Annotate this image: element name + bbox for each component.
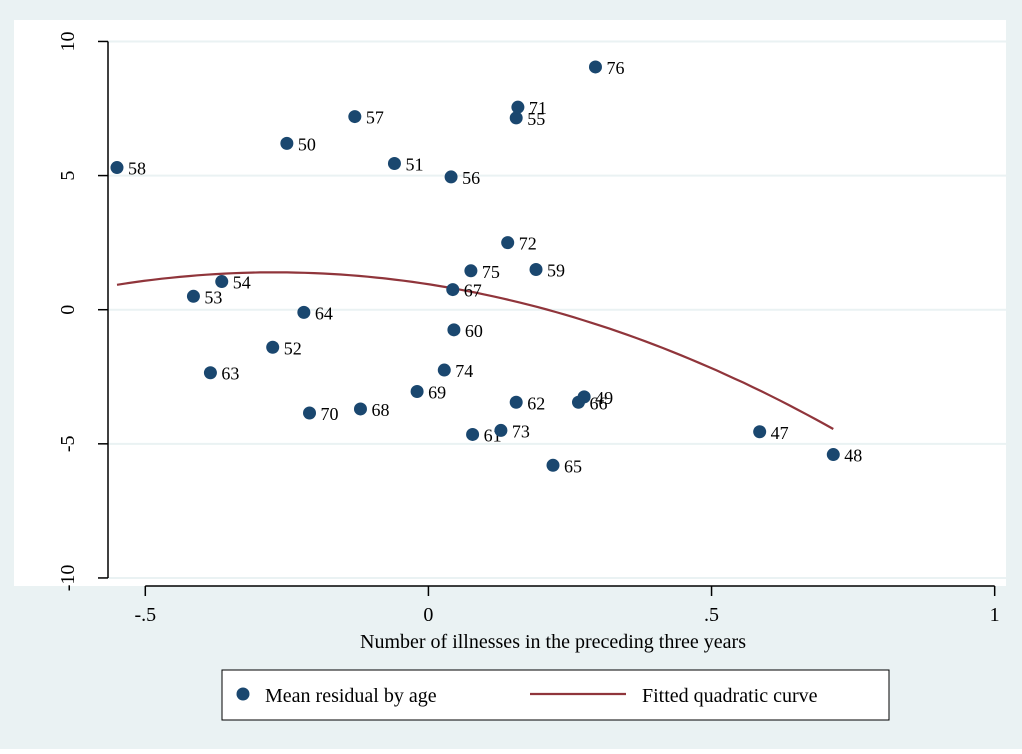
legend: Mean residual by age Fitted quadratic cur… — [221, 669, 890, 721]
scatter-point — [466, 427, 480, 441]
scatter-point — [494, 423, 508, 437]
point-label: 69 — [428, 383, 446, 403]
point-label: 75 — [482, 262, 500, 282]
scatter-point — [529, 262, 543, 276]
scatter-point — [446, 283, 460, 297]
x-axis-label: Number of illnesses in the preceding thr… — [360, 631, 746, 653]
point-label: 68 — [371, 400, 389, 420]
scatter-point — [826, 448, 840, 462]
scatter-point — [110, 161, 124, 175]
point-label: 64 — [315, 303, 333, 323]
x-tick-label: .5 — [704, 604, 719, 626]
legend-box — [221, 669, 890, 721]
point-label: 66 — [589, 393, 607, 413]
scatter-point — [215, 275, 229, 289]
scatter-point — [464, 264, 478, 278]
point-label: 47 — [771, 423, 789, 443]
y-tick-label: 5 — [57, 171, 79, 181]
point-label: 55 — [527, 109, 545, 129]
scatter-point — [387, 157, 401, 171]
point-label: 72 — [519, 234, 537, 254]
scatter-point — [186, 289, 200, 303]
points-layer: 4748495051525354555657585960616263646566… — [110, 58, 862, 476]
x-tick-label: 1 — [990, 604, 1000, 626]
point-label: 70 — [321, 404, 339, 424]
point-label: 58 — [128, 159, 146, 179]
y-tick-label: -10 — [57, 565, 79, 592]
legend-label-line: Fitted quadratic curve — [642, 685, 818, 707]
scatter-point — [297, 305, 311, 319]
point-label: 48 — [844, 446, 862, 466]
scatter-point — [353, 402, 367, 416]
point-label: 62 — [527, 393, 545, 413]
legend-marker-scatter — [236, 687, 250, 701]
scatter-point — [509, 111, 523, 125]
scatter-point — [437, 363, 451, 377]
point-label: 56 — [462, 168, 480, 188]
curve-layer — [116, 271, 834, 430]
point-label: 65 — [564, 456, 582, 476]
plot-area — [14, 20, 1006, 586]
y-tick-label: 0 — [57, 305, 79, 315]
scatter-point — [303, 406, 317, 420]
legend-label-scatter: Mean residual by age — [265, 685, 437, 707]
point-label: 63 — [221, 364, 239, 384]
scatter-point — [203, 366, 217, 380]
fitted-curve-line — [116, 271, 834, 430]
scatter-point — [511, 100, 525, 114]
x-tick-label: 0 — [423, 604, 433, 626]
scatter-point — [571, 395, 585, 409]
scatter-point — [588, 60, 602, 74]
point-label: 52 — [284, 338, 302, 358]
point-label: 60 — [465, 321, 483, 341]
grid-layer — [108, 40, 1006, 579]
point-label: 74 — [455, 361, 473, 381]
point-label: 51 — [405, 155, 423, 175]
scatter-point — [266, 340, 280, 354]
point-label: 54 — [233, 273, 251, 293]
scatter-point — [348, 110, 362, 124]
point-label: 53 — [204, 287, 222, 307]
scatter-point — [546, 458, 560, 472]
point-label: 67 — [464, 281, 482, 301]
point-label: 71 — [529, 98, 547, 118]
point-label: 57 — [366, 108, 384, 128]
point-label: 49 — [595, 388, 613, 408]
scatter-point — [501, 236, 515, 250]
axes-layer: -10 -5 0 5 10 -.5 0 .5 1 — [57, 31, 1000, 626]
scatter-point — [280, 136, 294, 150]
scatter-point — [753, 425, 767, 439]
y-tick-label: 10 — [57, 31, 79, 51]
x-tick-label: -.5 — [134, 604, 156, 626]
scatter-point — [410, 385, 424, 399]
scatter-point — [509, 395, 523, 409]
scatter-point — [447, 323, 461, 337]
point-label: 73 — [512, 421, 530, 441]
scatter-point — [444, 170, 458, 184]
point-label: 50 — [298, 134, 316, 154]
point-label: 59 — [547, 260, 565, 280]
point-label: 76 — [606, 58, 624, 78]
y-tick-label: -5 — [57, 435, 79, 452]
